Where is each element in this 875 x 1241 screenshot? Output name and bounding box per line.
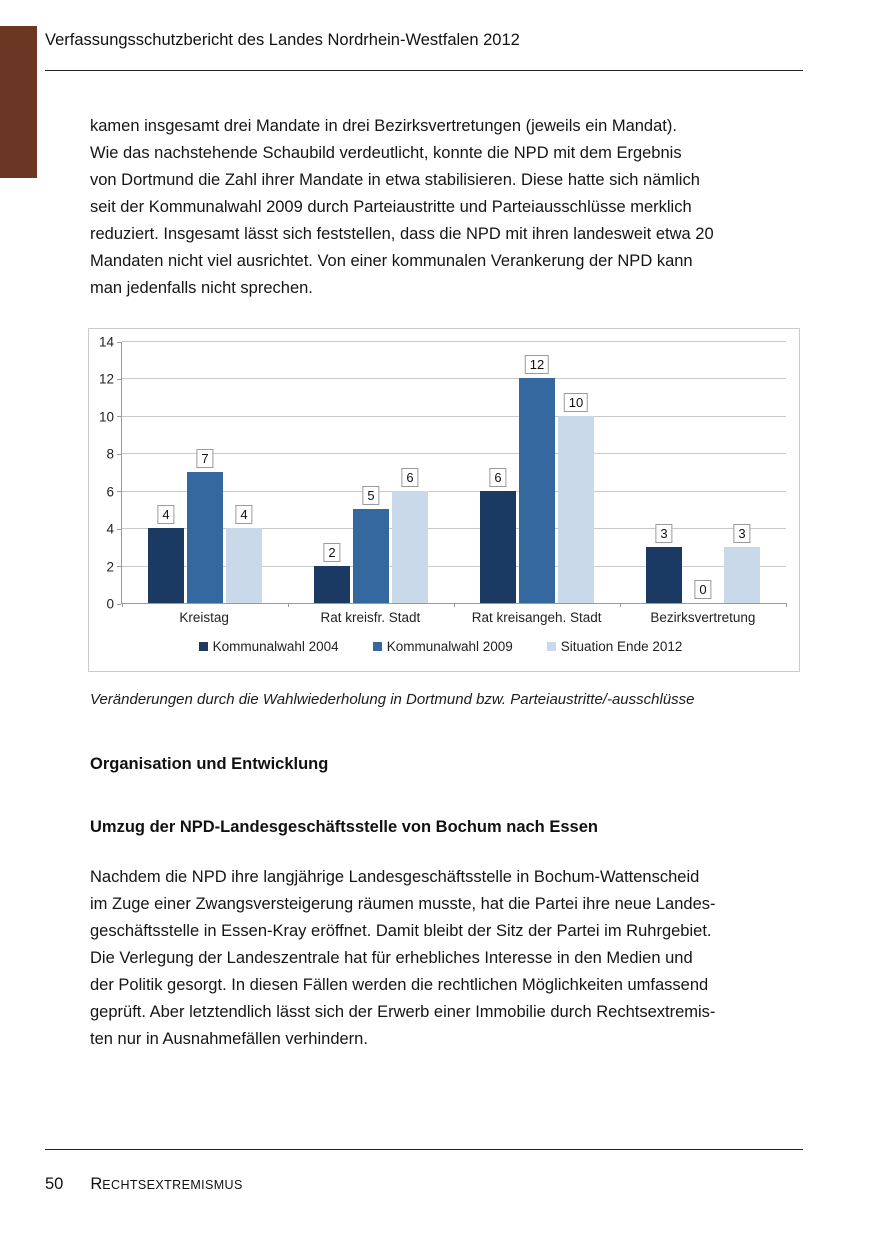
legend-label: Kommunalwahl 2004	[212, 639, 339, 654]
header-rule	[45, 70, 803, 71]
heading-organisation: Organisation und Entwicklung	[90, 755, 329, 773]
bar-value-label: 10	[563, 392, 589, 412]
y-tick-label: 6	[106, 484, 114, 500]
bar: 4	[226, 505, 262, 603]
bar-value-label: 6	[401, 467, 419, 487]
y-tick-mark	[117, 491, 121, 493]
paragraph-umzug: Nachdem die NPD ihre langjährige Landesg…	[90, 868, 716, 1048]
x-axis-category-label: Bezirksvertretung	[650, 610, 756, 625]
bar: 7	[187, 449, 223, 603]
gridline	[122, 415, 786, 417]
bar-value-label: 12	[524, 355, 550, 375]
heading-umzug: Umzug der NPD-Landesgeschäftsstelle von …	[90, 818, 598, 836]
section-edge-tab	[0, 26, 37, 178]
x-tick-mark	[786, 603, 787, 607]
chart-legend: Kommunalwahl 2004 Kommunalwahl 2009 Situat…	[95, 639, 786, 654]
paragraph-mandates: kamen insgesamt drei Mandate in drei Bez…	[90, 117, 714, 297]
chart-plot-area: 4 7 4 2 5 6 6 12 10 3 0 3	[121, 341, 787, 607]
legend-swatch	[198, 642, 208, 651]
y-tick-mark	[117, 416, 121, 418]
gridline	[122, 378, 786, 380]
chart-caption: Veränderungen durch die Wahlwiederholung…	[90, 691, 695, 708]
gridline	[122, 341, 786, 342]
y-tick-label: 2	[106, 559, 114, 575]
legend-item: Kommunalwahl 2009	[372, 639, 513, 654]
y-tick-mark	[117, 566, 121, 568]
x-tick-mark	[620, 603, 621, 607]
bar: 5	[353, 486, 389, 603]
npd-mandates-bar-chart: 0 2 4 6 8 10 12 14 4 7 4 2 5 6 6 12 10 3 0 3 Kreistag Rat k…	[88, 328, 800, 672]
bar: 4	[148, 505, 184, 603]
bar-group: 4 7 4	[122, 342, 288, 603]
bar-value-label: 2	[323, 542, 341, 562]
bar: 10	[558, 392, 594, 603]
bar-value-label: 6	[489, 467, 507, 487]
chart-plot-wrap: 0 2 4 6 8 10 12 14 4 7 4 2 5 6 6 12 10 3 0 3	[95, 335, 787, 612]
y-tick-label: 8	[106, 446, 114, 462]
bar: 3	[724, 523, 760, 603]
gridline	[122, 453, 786, 455]
bar-value-label: 4	[235, 505, 253, 525]
bar-value-label: 7	[196, 449, 214, 468]
y-tick-mark	[117, 453, 121, 455]
legend-swatch	[546, 642, 556, 651]
footer-text: 50 RECHTSEXTREMISMUS	[45, 1175, 803, 1194]
legend-item: Kommunalwahl 2004	[198, 639, 339, 654]
gridline	[122, 528, 786, 530]
bar: 12	[519, 355, 555, 603]
y-tick-label: 0	[106, 596, 114, 612]
y-tick-mark	[117, 341, 121, 343]
x-axis-category-label: Kreistag	[179, 610, 229, 625]
bar-value-label: 3	[655, 523, 673, 543]
page-number: 50	[45, 1175, 64, 1193]
y-tick-mark	[117, 603, 121, 605]
x-tick-mark	[454, 603, 455, 607]
bar: 2	[314, 542, 350, 603]
y-tick-mark	[117, 378, 121, 380]
y-tick-label: 10	[98, 409, 114, 425]
x-axis-category-label: Rat kreisfr. Stadt	[320, 610, 421, 625]
bar-group: 6 12 10	[454, 342, 620, 603]
y-tick-label: 4	[106, 521, 114, 537]
legend-item: Situation Ende 2012	[546, 639, 683, 654]
legend-label: Situation Ende 2012	[560, 639, 683, 654]
y-tick-mark	[117, 528, 121, 530]
bar-value-label: 5	[362, 486, 380, 506]
footer-section-label: RECHTSEXTREMISMUS	[90, 1175, 243, 1193]
gridline	[122, 565, 786, 567]
gridline	[122, 490, 786, 492]
y-tick-label: 12	[98, 371, 114, 387]
x-tick-mark	[288, 603, 289, 607]
bar-group: 2 5 6	[288, 342, 454, 603]
y-tick-label: 14	[98, 334, 114, 350]
page-header: Verfassungsschutzbericht des Landes Nord…	[0, 0, 875, 71]
page-content: kamen insgesamt drei Mandate in drei Bez…	[0, 113, 875, 1053]
bar: 6	[480, 467, 516, 603]
legend-label: Kommunalwahl 2009	[386, 639, 513, 654]
bar: 6	[392, 467, 428, 603]
bar-value-label: 0	[694, 580, 712, 599]
x-tick-mark	[122, 603, 123, 607]
bar-group: 3 0 3	[620, 342, 786, 603]
chart-y-axis: 0 2 4 6 8 10 12 14	[95, 335, 121, 612]
report-title: Verfassungsschutzbericht des Landes Nord…	[45, 31, 520, 49]
footer-rule	[45, 1149, 803, 1150]
bar-value-label: 3	[733, 523, 751, 543]
bar-value-label: 4	[157, 505, 175, 525]
x-axis-category-label: Rat kreisangeh. Stadt	[471, 610, 602, 625]
page-footer: 50 RECHTSEXTREMISMUS	[45, 1149, 803, 1194]
legend-swatch	[372, 642, 382, 651]
bar: 3	[646, 523, 682, 603]
chart-x-axis-labels: Kreistag Rat kreisfr. Stadt Rat kreisangeh…	[121, 610, 786, 625]
